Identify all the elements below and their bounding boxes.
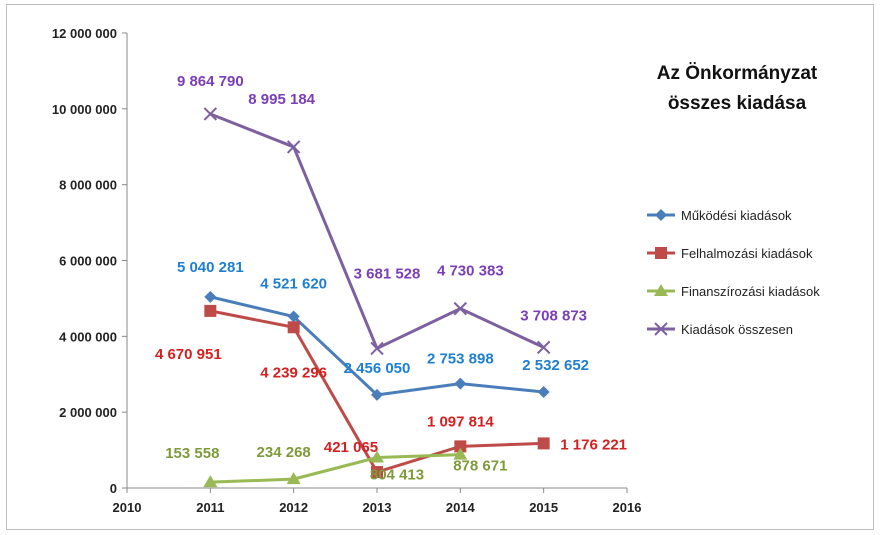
data-label: 9 864 790	[177, 73, 244, 90]
x-tick-label: 2011	[196, 500, 224, 515]
data-label: 1 176 221	[560, 436, 627, 453]
series-line-2	[210, 453, 461, 484]
x-tick-label: 2015	[529, 500, 558, 515]
legend-entry: Működési kiadások	[681, 208, 792, 223]
legend-marker	[654, 284, 668, 296]
data-label: 804 413	[370, 466, 424, 483]
data-point	[287, 321, 300, 334]
chart-title-line: összes kiadása	[668, 93, 807, 114]
legend-entry: Kiadások összesen	[681, 322, 793, 337]
chart-frame: 0 2 000 000 4 000 000 6 000 000 8 000 000 10 …	[6, 4, 874, 530]
data-label: 421 065	[324, 439, 378, 456]
data-point	[371, 466, 383, 479]
legend-entry: Finanszírozási kiadások	[681, 284, 820, 299]
data-point	[537, 385, 550, 398]
data-point	[536, 340, 551, 355]
data-point	[286, 140, 301, 154]
x-tick-label: 2010	[113, 500, 142, 515]
y-tick-label: 0	[110, 481, 117, 496]
x-tick-label: 2012	[279, 500, 308, 515]
data-label: 153 558	[165, 445, 219, 462]
y-tick-label: 12 000 000	[52, 26, 117, 41]
data-point	[203, 475, 218, 488]
data-point	[204, 290, 217, 303]
data-label: 4 239 296	[260, 364, 327, 381]
data-point	[454, 440, 467, 453]
data-label: 4 730 383	[437, 263, 504, 280]
data-point	[370, 341, 384, 356]
x-tick-label: 2013	[363, 500, 392, 515]
data-label: 8 995 184	[248, 91, 315, 108]
y-tick-label: 8 000 000	[59, 178, 117, 193]
legend-marker	[654, 322, 668, 336]
data-point	[537, 437, 550, 450]
data-label: 3 681 528	[354, 265, 421, 282]
data-point	[370, 450, 384, 463]
x-tick-label: 2016	[613, 500, 642, 515]
legend-marker	[655, 247, 667, 259]
data-label: 3 708 873	[520, 307, 587, 324]
data-point	[371, 388, 383, 401]
data-point	[453, 447, 468, 460]
data-point	[454, 377, 467, 390]
data-point	[453, 301, 468, 316]
data-point	[203, 107, 218, 121]
legend-marker	[655, 209, 667, 221]
data-label: 878 671	[453, 458, 507, 475]
data-label: 2 532 652	[522, 357, 589, 374]
data-label: 2 753 898	[427, 351, 494, 368]
data-label: 4 521 620	[260, 276, 327, 293]
y-tick-label: 10 000 000	[52, 102, 117, 117]
line-chart: 0 2 000 000 4 000 000 6 000 000 8 000 000 10 …	[52, 26, 820, 515]
series-line-3	[209, 112, 545, 350]
data-label: 5 040 281	[177, 259, 244, 276]
x-tick-label: 2014	[446, 500, 476, 515]
data-label: 2 456 050	[344, 360, 411, 377]
data-point	[287, 310, 300, 323]
data-label: 4 670 951	[155, 346, 222, 363]
y-tick-label: 6 000 000	[59, 254, 117, 269]
data-point	[286, 472, 301, 485]
data-label: 1 097 814	[427, 413, 494, 430]
y-tick-label: 2 000 000	[59, 405, 117, 420]
data-label: 234 268	[257, 444, 311, 461]
legend-entry: Felhalmozási kiadások	[681, 246, 813, 261]
data-point	[204, 304, 217, 317]
chart-title-line: Az Önkormányzat	[657, 63, 818, 84]
y-tick-label: 4 000 000	[59, 329, 117, 344]
